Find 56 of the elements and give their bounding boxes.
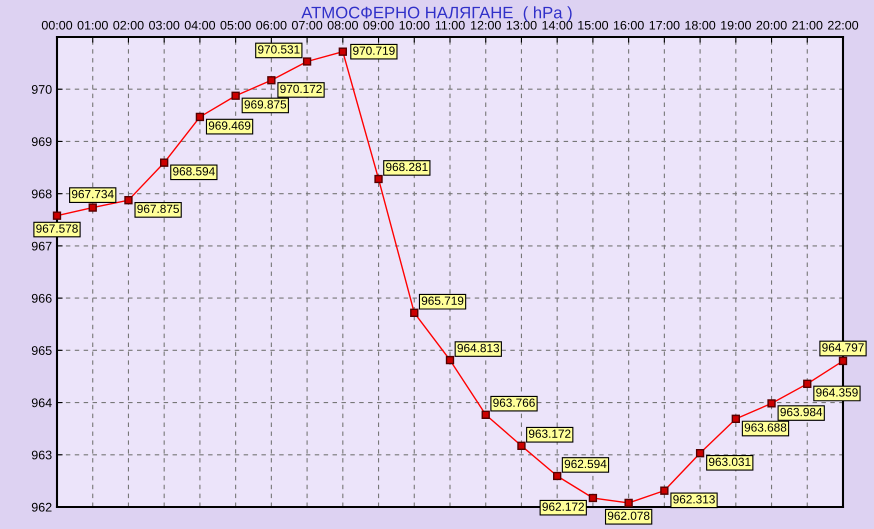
x-tick-label: 13:00 bbox=[506, 20, 537, 30]
data-label: 970.719 bbox=[353, 46, 395, 55]
x-tick-label: 16:00 bbox=[614, 20, 644, 30]
data-label: 963.688 bbox=[744, 423, 786, 432]
x-tick-label: 18:00 bbox=[685, 20, 716, 30]
chart-title: АТМОСФЕРНО НАЛЯГАНЕ ( hPa ) bbox=[301, 6, 572, 22]
data-label: 962.172 bbox=[542, 502, 584, 511]
y-tick-label: 964 bbox=[32, 398, 52, 408]
x-tick-label: 01:00 bbox=[78, 20, 108, 30]
x-tick-label: 09:00 bbox=[363, 20, 394, 30]
x-tick-label: 17:00 bbox=[650, 20, 680, 30]
data-label: 963.172 bbox=[528, 430, 570, 438]
x-tick-label: 20:00 bbox=[756, 20, 787, 30]
y-tick-label: 966 bbox=[32, 294, 52, 303]
data-label: 967.578 bbox=[36, 224, 78, 233]
data-label: 964.359 bbox=[816, 388, 858, 397]
x-tick-label: 11:00 bbox=[436, 20, 465, 30]
x-tick-label: 10:00 bbox=[400, 20, 430, 30]
x-tick-label: 08:00 bbox=[328, 20, 358, 30]
x-tick-label: 04:00 bbox=[184, 20, 216, 30]
x-tick-label: 14:00 bbox=[542, 20, 572, 30]
data-label: 965.719 bbox=[422, 296, 464, 305]
data-label: 970.172 bbox=[280, 84, 322, 94]
data-label: 963.984 bbox=[780, 408, 822, 416]
x-tick-label: 15:00 bbox=[578, 20, 608, 30]
y-tick-label: 963 bbox=[32, 450, 52, 460]
y-tick-label: 967 bbox=[32, 242, 52, 251]
data-label: 963.031 bbox=[708, 458, 751, 466]
x-tick-label: 21:00 bbox=[792, 20, 822, 30]
data-label: 962.594 bbox=[564, 460, 606, 468]
x-tick-label: 12:00 bbox=[471, 20, 501, 30]
x-tick-label: 07:00 bbox=[292, 20, 322, 30]
data-label: 969.469 bbox=[208, 121, 250, 130]
x-tick-label: 00:00 bbox=[42, 20, 72, 30]
x-tick-label: 06:00 bbox=[256, 20, 287, 30]
y-tick-label: 970 bbox=[32, 85, 52, 94]
y-tick-label: 969 bbox=[32, 137, 52, 146]
data-label: 962.078 bbox=[608, 512, 650, 520]
x-tick-label: 19:00 bbox=[721, 20, 751, 30]
data-label: 962.313 bbox=[673, 495, 715, 504]
x-tick-label: 05:00 bbox=[220, 20, 251, 30]
x-tick-label: 03:00 bbox=[149, 20, 180, 30]
data-label: 969.875 bbox=[244, 100, 286, 109]
data-label: 964.813 bbox=[458, 344, 500, 352]
data-label: 964.797 bbox=[822, 343, 864, 352]
data-label: 967.875 bbox=[137, 204, 179, 214]
data-label: 968.281 bbox=[386, 162, 428, 172]
data-label: 963.766 bbox=[493, 398, 535, 407]
y-tick-label: 968 bbox=[32, 189, 52, 198]
data-label: 968.594 bbox=[173, 167, 215, 176]
x-tick-label: 22:00 bbox=[828, 20, 858, 30]
data-label: 967.734 bbox=[72, 190, 114, 198]
y-tick-label: 962 bbox=[32, 502, 52, 512]
x-tick-label: 02:00 bbox=[113, 20, 144, 30]
y-tick-label: 965 bbox=[32, 346, 52, 355]
data-label: 970.531 bbox=[258, 45, 300, 54]
